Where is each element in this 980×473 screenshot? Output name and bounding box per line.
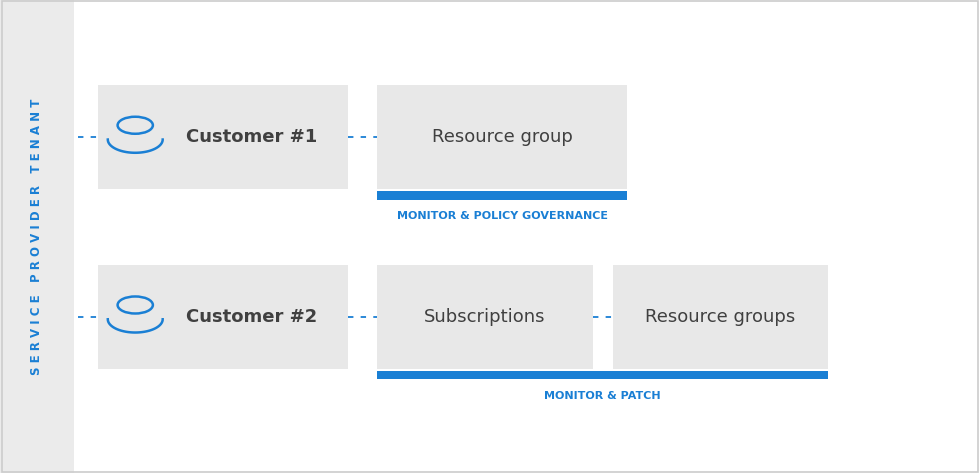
Text: S E R V I C E   P R O V I D E R   T E N A N T: S E R V I C E P R O V I D E R T E N A N … bbox=[30, 98, 43, 375]
Text: MONITOR & PATCH: MONITOR & PATCH bbox=[544, 391, 662, 401]
Text: Resource groups: Resource groups bbox=[645, 308, 796, 326]
FancyBboxPatch shape bbox=[377, 371, 828, 379]
Text: MONITOR & POLICY GOVERNANCE: MONITOR & POLICY GOVERNANCE bbox=[397, 211, 608, 221]
FancyBboxPatch shape bbox=[377, 265, 593, 369]
Text: Customer #1: Customer #1 bbox=[186, 128, 318, 146]
FancyBboxPatch shape bbox=[0, 0, 74, 473]
FancyBboxPatch shape bbox=[98, 265, 348, 369]
FancyBboxPatch shape bbox=[377, 85, 627, 189]
Text: Customer #2: Customer #2 bbox=[186, 308, 318, 326]
Text: Subscriptions: Subscriptions bbox=[424, 308, 546, 326]
Text: Resource group: Resource group bbox=[432, 128, 572, 146]
FancyBboxPatch shape bbox=[377, 191, 627, 200]
FancyBboxPatch shape bbox=[98, 85, 348, 189]
FancyBboxPatch shape bbox=[612, 265, 828, 369]
